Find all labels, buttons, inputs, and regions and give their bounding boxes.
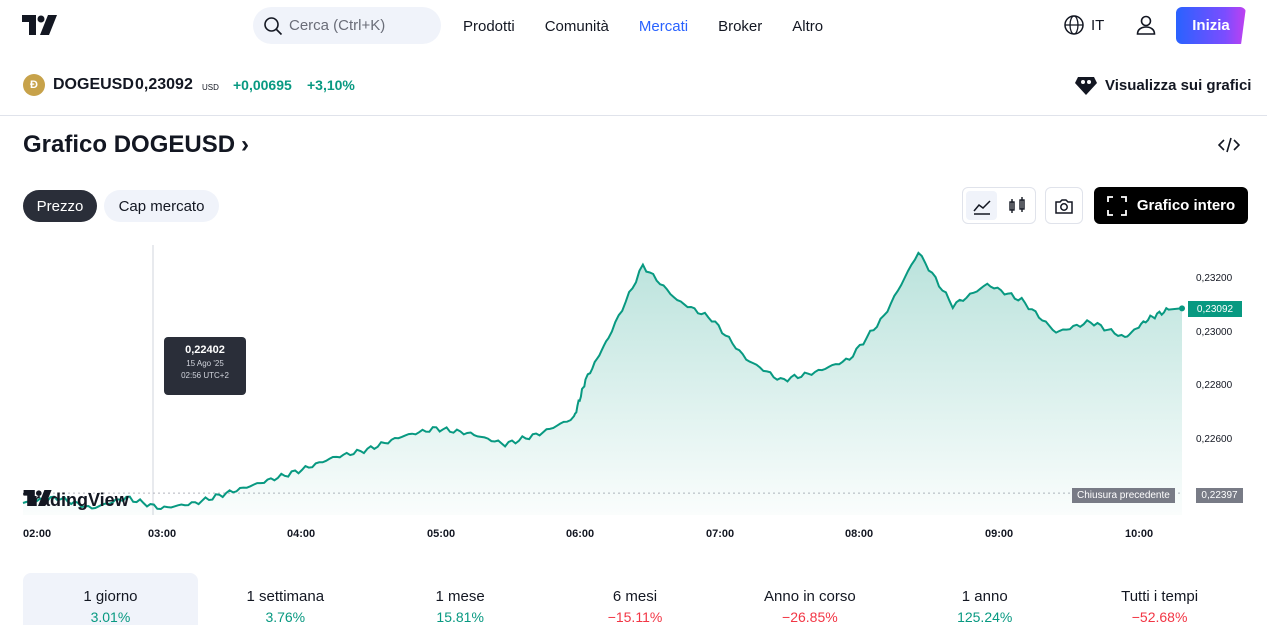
x-tick: 04:00	[287, 528, 316, 540]
user-icon[interactable]	[1134, 13, 1158, 37]
view-on-charts-link[interactable]: Visualizza sui grafici	[1074, 74, 1251, 96]
period-1-week[interactable]: 1 settimana 3.76%	[198, 573, 373, 625]
candles-icon	[1008, 196, 1025, 213]
period-label: 1 mese	[435, 588, 485, 605]
x-tick: 09:00	[985, 528, 1014, 540]
area-chart-button[interactable]	[966, 191, 997, 220]
period-all-time[interactable]: Tutti i tempi −52.68%	[1072, 573, 1247, 625]
period-label: Anno in corso	[764, 588, 856, 605]
y-tick: 0,22800	[1196, 380, 1233, 391]
ticker-price: 0,23092	[135, 76, 193, 93]
period-value: 3.01%	[90, 609, 131, 625]
full-chart-button[interactable]: Grafico intero	[1094, 187, 1248, 224]
x-tick: 03:00	[148, 528, 177, 540]
period-value: −15.11%	[607, 609, 663, 625]
period-1-month[interactable]: 1 mese 15.81%	[373, 573, 548, 625]
get-started-button[interactable]: Inizia	[1176, 7, 1246, 44]
period-label: 1 settimana	[246, 588, 325, 605]
tab-prezzo[interactable]: Prezzo	[23, 190, 97, 222]
x-tick: 07:00	[706, 528, 735, 540]
tradingview-logo-icon	[23, 490, 52, 506]
language-label: IT	[1091, 16, 1105, 34]
search-box[interactable]	[253, 7, 441, 44]
y-tick: 0,22600	[1196, 434, 1233, 445]
period-value: −52.68%	[1131, 609, 1188, 625]
ticker-symbol[interactable]: DOGEUSD	[53, 76, 134, 93]
tooltip-time: 02:56 UTC+2	[181, 371, 229, 380]
period-value: 15.81%	[436, 609, 484, 625]
period-value: 125.24%	[957, 609, 1013, 625]
prev-close-value: 0,22397	[1196, 488, 1243, 503]
period-6-months[interactable]: 6 mesi −15.11%	[548, 573, 723, 625]
chevron-right-icon: ›	[241, 131, 250, 158]
x-tick: 10:00	[1125, 528, 1154, 540]
page-title-text: Grafico DOGEUSD	[23, 131, 236, 158]
language-selector[interactable]: IT	[1063, 14, 1104, 36]
tooltip-price: 0,22402	[185, 344, 225, 356]
full-chart-label: Grafico intero	[1136, 197, 1236, 214]
nav-mercati[interactable]: Mercati	[638, 17, 689, 35]
fullscreen-icon	[1106, 195, 1127, 216]
period-1-day[interactable]: 1 giorno 3.01%	[23, 573, 198, 625]
supercharts-icon	[1075, 77, 1097, 95]
nav-broker[interactable]: Broker	[718, 17, 763, 35]
period-label: 6 mesi	[612, 588, 658, 605]
ticker-change-pct: +3,10%	[307, 77, 355, 93]
page-title[interactable]: Grafico DOGEUSD ›	[23, 131, 249, 159]
dogecoin-icon: Ð	[23, 74, 45, 96]
ticker-change: +0,00695	[233, 77, 292, 93]
x-tick: 06:00	[566, 528, 595, 540]
chart-style-toggle	[962, 187, 1036, 224]
price-line	[22, 251, 1183, 511]
period-label: Tutti i tempi	[1121, 588, 1199, 605]
last-price-label: 0,23092	[1188, 301, 1242, 317]
embed-code-icon[interactable]	[1218, 136, 1240, 154]
view-on-charts-label: Visualizza sui grafici	[1105, 76, 1252, 94]
period-performance: 1 giorno 3.01% 1 settimana 3.76% 1 mese …	[23, 573, 1247, 625]
y-tick: 0,23000	[1196, 327, 1233, 338]
camera-icon	[1055, 198, 1073, 214]
period-1-year[interactable]: 1 anno 125.24%	[897, 573, 1072, 625]
ticker-bar: Ð DOGEUSD 0,23092 USD +0,00695 +3,10% Vi…	[0, 62, 1267, 108]
area-chart-icon	[972, 199, 991, 215]
tab-cap-mercato[interactable]: Cap mercato	[104, 190, 219, 222]
chart-tooltip: 0,22402 15 Ago '25 02:56 UTC+2	[164, 337, 246, 395]
period-ytd[interactable]: Anno in corso −26.85%	[722, 573, 897, 625]
period-value: 3.76%	[265, 609, 306, 625]
header-divider	[0, 115, 1267, 116]
nav-comunita[interactable]: Comunità	[544, 17, 609, 35]
price-chart[interactable]: 0,23200 0,23000 0,22800 0,22600 0,23092 …	[0, 240, 1267, 550]
tradingview-logo-icon[interactable]	[22, 15, 58, 35]
globe-icon	[1064, 15, 1084, 35]
last-price-dot	[1179, 305, 1185, 312]
price-chart-svg	[22, 245, 1185, 515]
search-icon	[264, 16, 283, 35]
candles-chart-button[interactable]	[1001, 191, 1032, 220]
x-tick: 08:00	[845, 528, 874, 540]
main-nav: Prodotti Comunità Mercati Broker Altro	[448, 0, 838, 52]
ticker-currency: USD	[202, 83, 219, 92]
snapshot-button[interactable]	[1045, 187, 1083, 224]
period-label: 1 giorno	[83, 588, 138, 605]
nav-altro[interactable]: Altro	[792, 17, 824, 35]
x-tick: 02:00	[23, 528, 52, 540]
period-value: −26.85%	[782, 609, 838, 625]
prev-close-label: Chiusura precedente	[1072, 488, 1175, 503]
top-header: Prodotti Comunità Mercati Broker Altro I…	[0, 0, 1267, 52]
price-area-fill	[23, 252, 1182, 515]
tooltip-date: 15 Ago '25	[186, 359, 224, 368]
nav-prodotti[interactable]: Prodotti	[463, 17, 515, 35]
y-tick: 0,23200	[1196, 273, 1233, 284]
tradingview-watermark: TradingView	[23, 490, 129, 511]
x-tick: 05:00	[427, 528, 456, 540]
search-input[interactable]	[289, 17, 439, 34]
period-label: 1 anno	[961, 588, 1008, 605]
